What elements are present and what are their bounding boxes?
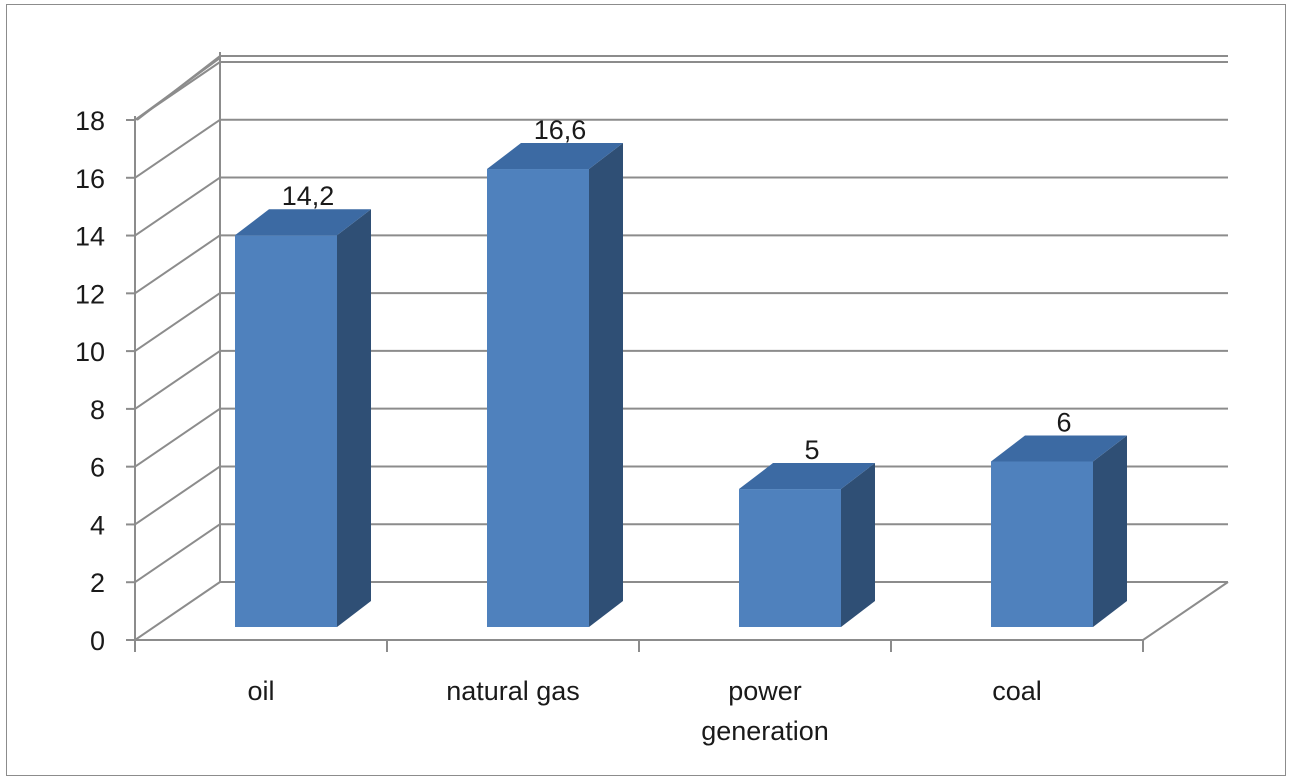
category-label: oil: [247, 676, 274, 706]
bar-top: [991, 435, 1127, 462]
bar-top: [487, 143, 623, 170]
y-tick-label: 18: [75, 106, 105, 136]
y-tick-label: 16: [75, 164, 105, 194]
y-tick-label: 8: [90, 395, 105, 425]
gridline-side: [134, 407, 221, 468]
data-label: 14,2: [282, 181, 335, 211]
y-tick-labels: 0 2 4 6 8 10 12 14 16 18: [75, 106, 105, 656]
gridline-side: [134, 350, 221, 410]
y-tick-label: 12: [75, 279, 105, 309]
y-tick-label: 4: [90, 510, 105, 540]
floor-right-edge: [1142, 581, 1229, 641]
y-tick-label: 0: [90, 626, 105, 656]
bar-front: [487, 169, 589, 627]
wall-top-side: [136, 55, 221, 121]
category-labels: oil natural gas power generation coal: [247, 676, 1041, 746]
gridline-side: [134, 523, 221, 584]
gridline-side: [134, 292, 221, 352]
bar-front: [235, 235, 337, 627]
bars: [235, 143, 1127, 627]
category-label: generation: [701, 716, 829, 746]
gridline-side: [134, 118, 221, 179]
data-label: 6: [1056, 407, 1071, 437]
bar-side: [841, 463, 875, 627]
bar-front: [991, 461, 1093, 627]
floor-left-edge: [134, 581, 221, 641]
axes: [126, 116, 1144, 652]
bar-2: [487, 143, 623, 627]
bar-1: [235, 209, 371, 627]
bar-4: [991, 435, 1127, 627]
y-tick-label: 10: [75, 337, 105, 367]
gridline-side: [134, 465, 221, 526]
bar-side: [1093, 435, 1127, 627]
bar-top: [739, 463, 875, 490]
bar-3: [739, 463, 875, 627]
data-label: 16,6: [534, 115, 587, 145]
gridlines: [134, 55, 1229, 641]
bar-side: [337, 209, 371, 627]
gridline-side: [134, 234, 221, 295]
category-label: coal: [992, 676, 1042, 706]
category-label: power: [728, 676, 802, 706]
y-tick-label: 2: [90, 568, 105, 598]
data-label: 5: [804, 435, 819, 465]
bar-front: [739, 489, 841, 627]
data-labels: 14,2 16,6 5 6: [282, 115, 1072, 465]
category-label: natural gas: [446, 676, 580, 706]
gridline-side: [134, 176, 221, 237]
bar-side: [589, 143, 623, 627]
y-tick-label: 14: [75, 222, 105, 252]
bar-top: [235, 209, 371, 236]
y-tick-label: 6: [90, 453, 105, 483]
